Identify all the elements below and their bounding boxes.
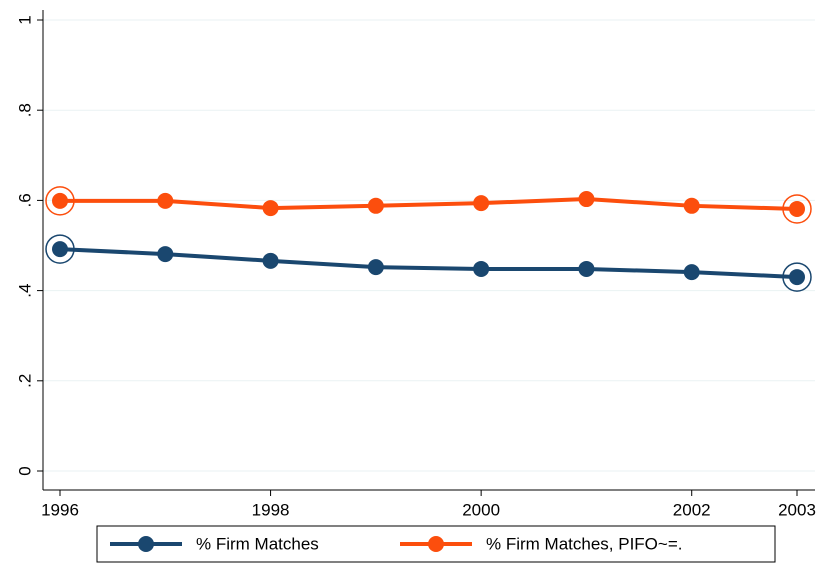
x-tick-label: 1998 [252,500,290,519]
point [578,191,595,208]
x-tick-label: 2003 [778,500,816,519]
point [52,241,68,258]
point [367,259,384,276]
x-tick-label: 1996 [41,500,79,519]
y-tick-label: 0 [15,466,34,475]
series-line [59,247,798,280]
point [262,200,279,217]
endpoint-ring [782,194,812,224]
point [789,269,805,286]
x-tick-label: 2002 [673,500,711,519]
point [473,260,490,277]
legend-label: % Firm Matches [196,534,319,553]
point [262,252,279,269]
point [367,197,384,214]
legend-marker [138,536,154,552]
point [683,264,700,281]
legend-box [96,525,776,563]
y-tick-label: .8 [15,103,34,117]
point [683,197,700,214]
point [52,192,68,209]
endpoint-ring [782,262,812,292]
y-tick-label: .2 [15,374,34,388]
legend-marker [428,536,444,552]
y-tick-label: 1 [15,15,34,24]
endpoint-ring [45,186,75,216]
point [789,200,805,217]
x-tick-label: 2000 [462,500,500,519]
point [578,260,595,277]
point [157,192,174,209]
point [473,195,490,212]
legend-label: % Firm Matches, PIFO~=. [486,534,683,553]
y-tick-label: .4 [15,284,34,298]
series-line [60,197,798,211]
y-tick-label: .6 [15,193,34,207]
endpoint-ring [45,234,75,264]
point [157,246,174,263]
